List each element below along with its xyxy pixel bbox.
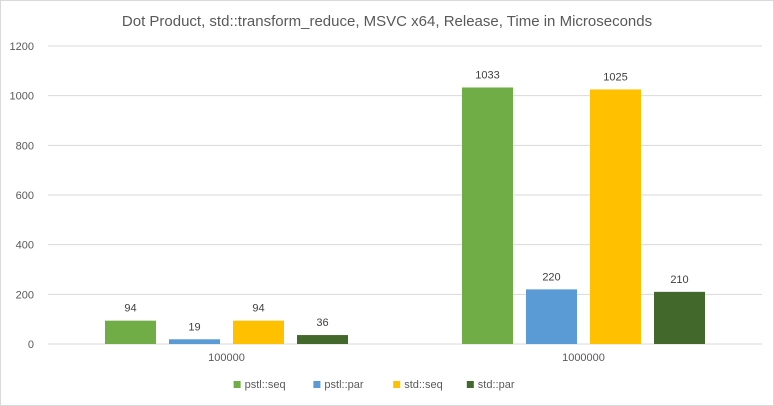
bars: 94 19 94 36 1033 220 1025 210 — [105, 69, 705, 344]
legend-swatch — [233, 381, 241, 388]
bar — [297, 335, 348, 344]
y-tick-label: 0 — [28, 339, 34, 351]
y-tick-label: 800 — [16, 140, 34, 152]
legend-label: pstl::par — [324, 379, 363, 391]
data-label: 210 — [670, 274, 688, 286]
x-axis: 100000 1000000 — [208, 352, 605, 364]
legend-label: pstl::seq — [245, 379, 286, 391]
bar — [105, 320, 156, 344]
bar — [169, 339, 220, 344]
legend: pstl::seq pstl::par std::seq std::par — [233, 379, 515, 391]
y-tick-label: 200 — [16, 289, 34, 301]
y-tick-label: 1000 — [10, 91, 34, 103]
bar — [233, 320, 284, 344]
data-label: 36 — [316, 317, 328, 329]
data-label: 1033 — [475, 69, 499, 81]
data-label: 220 — [542, 271, 560, 283]
y-tick-label: 1200 — [10, 41, 34, 53]
bar — [462, 87, 513, 344]
legend-swatch — [313, 381, 321, 388]
legend-swatch — [393, 381, 401, 388]
legend-swatch — [466, 381, 474, 388]
bar — [654, 291, 705, 344]
data-label: 94 — [252, 303, 264, 315]
legend-label: std::seq — [404, 379, 443, 391]
chart-title: Dot Product, std::transform_reduce, MSVC… — [122, 13, 652, 30]
y-axis: 0 200 400 600 800 1000 1200 — [10, 41, 34, 351]
x-tick-label: 1000000 — [562, 352, 605, 364]
gridlines — [48, 45, 762, 345]
y-tick-label: 600 — [16, 190, 34, 202]
data-label: 19 — [188, 321, 200, 333]
x-tick-label: 100000 — [208, 352, 245, 364]
bar — [526, 289, 577, 344]
y-tick-label: 400 — [16, 240, 34, 252]
bar — [590, 89, 641, 344]
data-label: 1025 — [603, 71, 627, 83]
data-label: 94 — [124, 303, 136, 315]
legend-label: std::par — [478, 379, 515, 391]
